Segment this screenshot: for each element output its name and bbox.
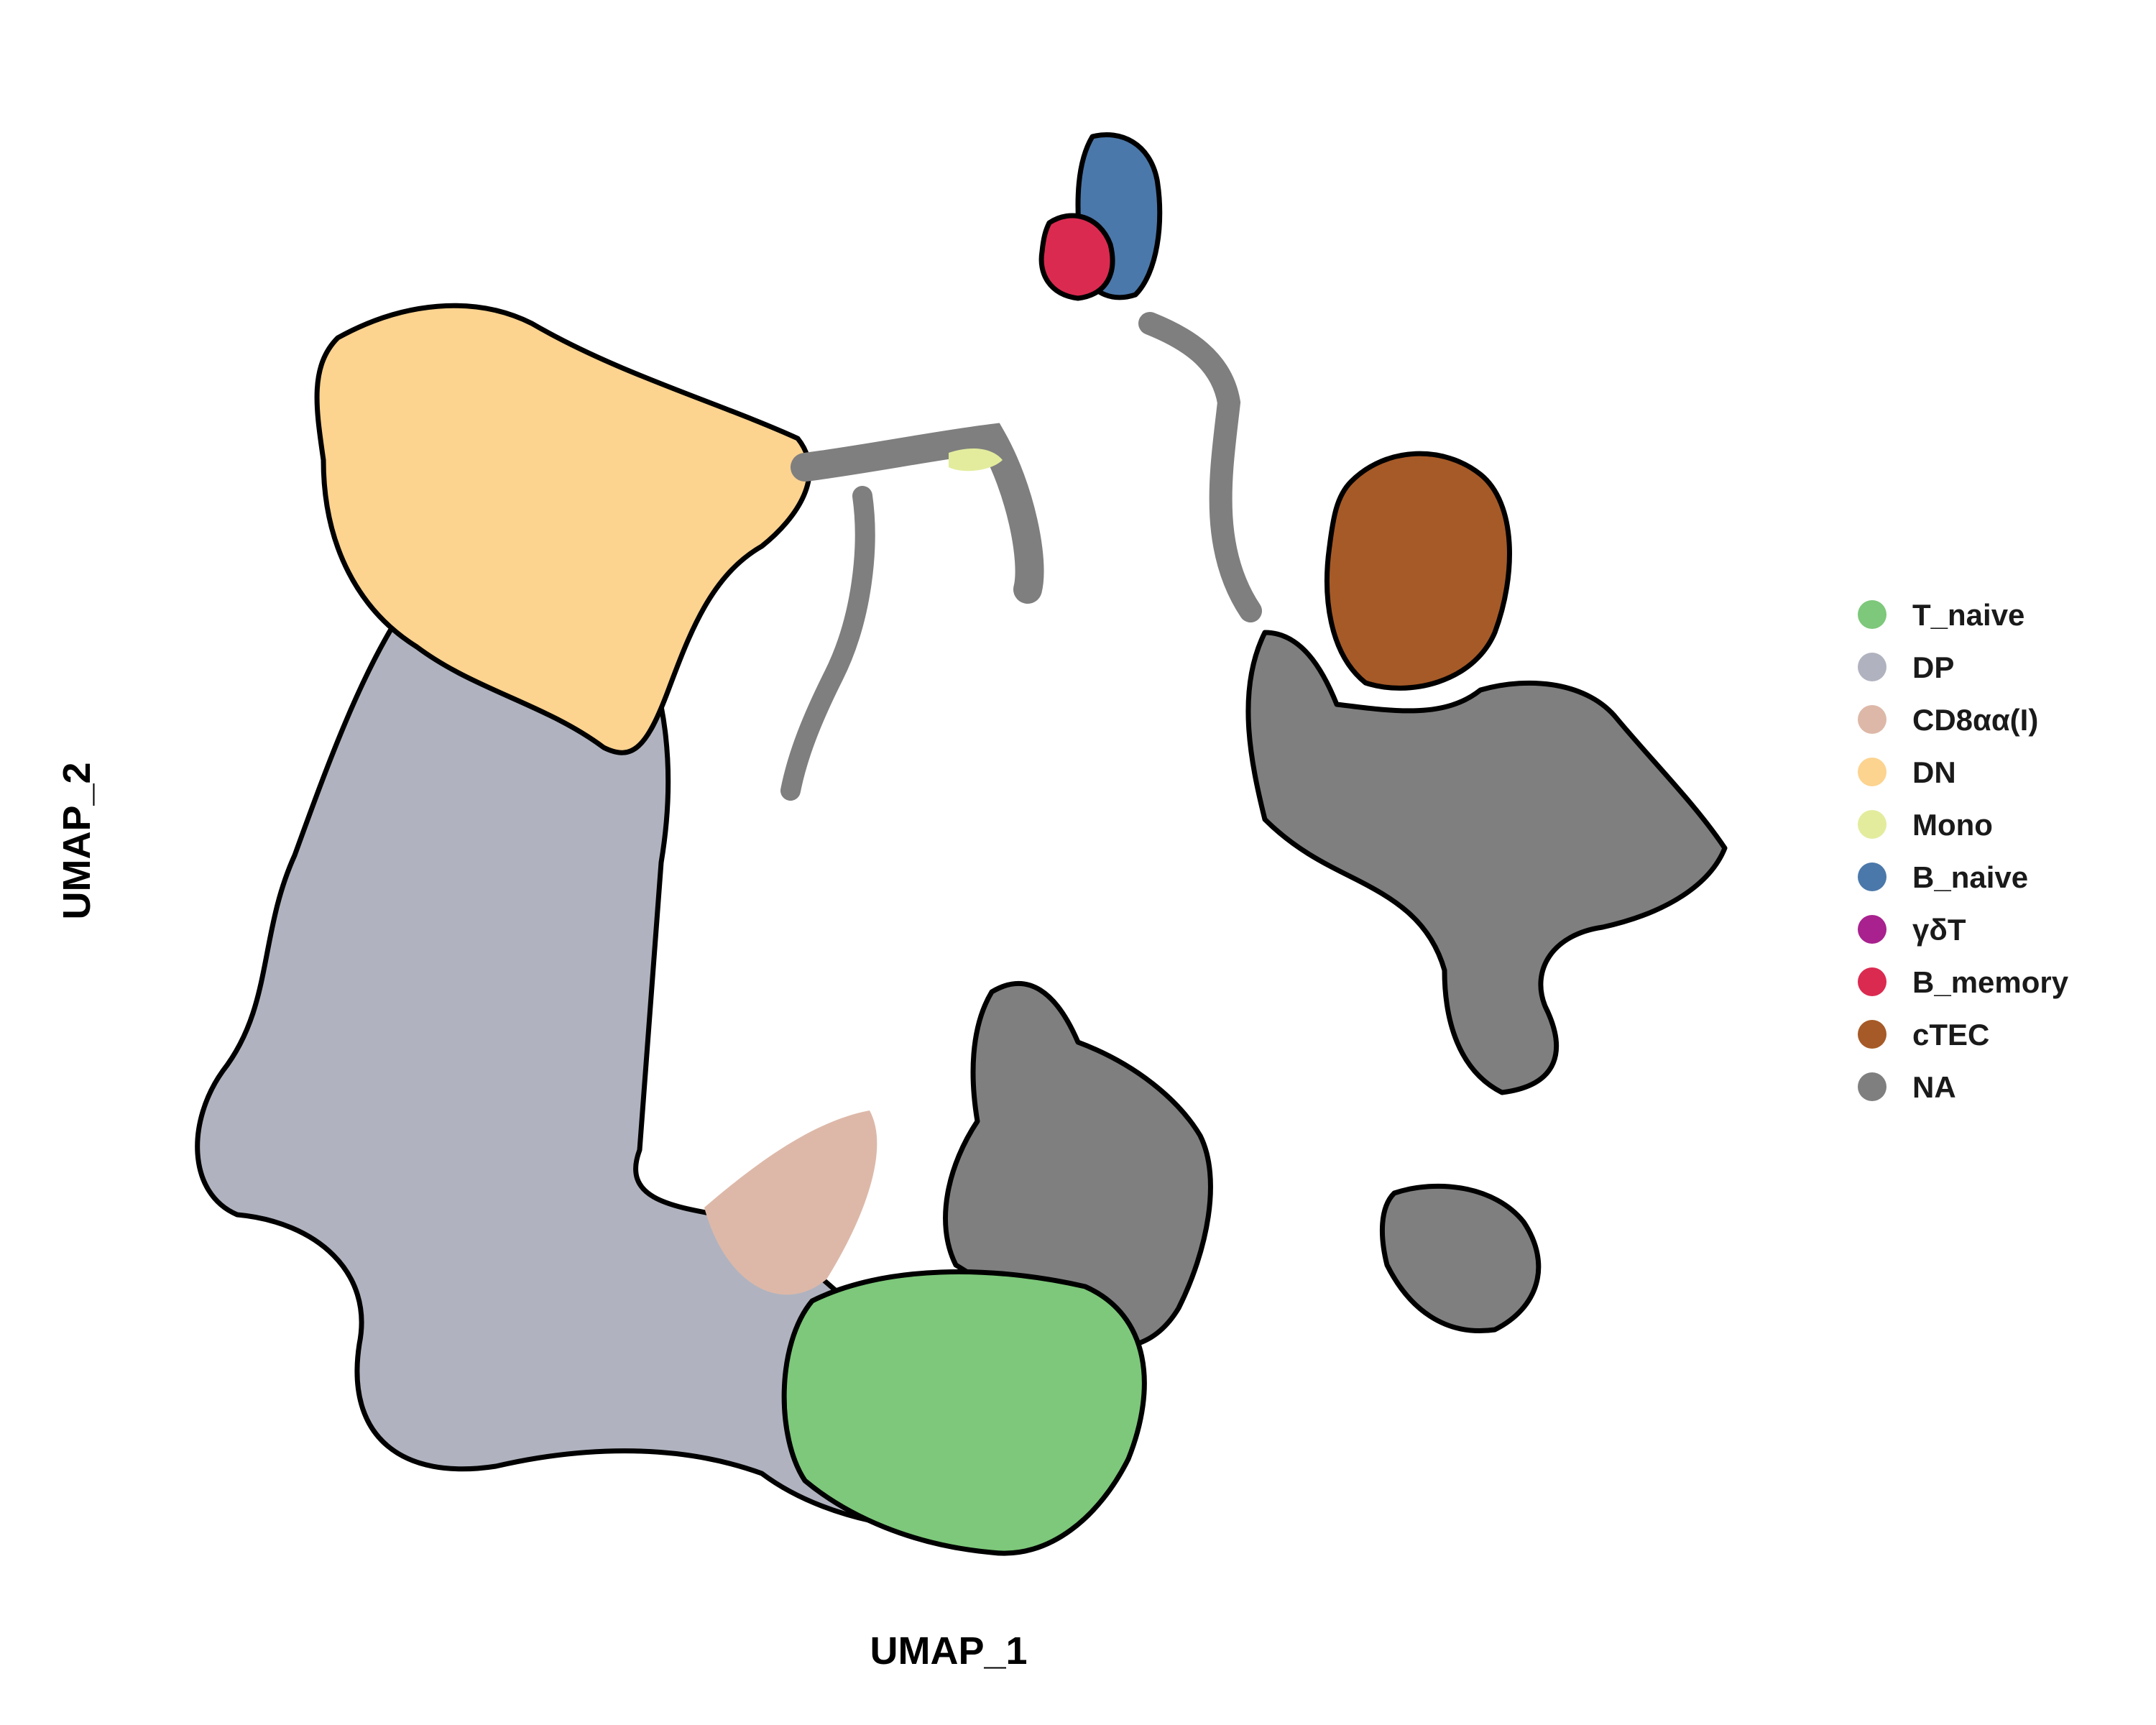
legend-label-8: cTEC [1912, 1018, 1989, 1052]
cluster-na-right [1245, 630, 1728, 1095]
legend: T_naive DP CD8αα(I) DN Mono B_naive γδT B_memor… [1858, 598, 2069, 1104]
legend-swatch-9 [1858, 1072, 1886, 1101]
legend-swatch-2 [1858, 705, 1886, 734]
legend-label-0: T_naive [1912, 598, 2024, 632]
legend-swatch-5 [1858, 862, 1886, 891]
legend-label-2: CD8αα(I) [1912, 703, 2038, 737]
legend-swatch-0 [1858, 600, 1886, 629]
cluster-cd8aa [704, 1110, 877, 1295]
legend-swatch-8 [1858, 1020, 1886, 1049]
cluster-na-small [1380, 1183, 1542, 1333]
legend-label-7: B_memory [1912, 965, 2069, 999]
legend-label-1: DP [1912, 650, 1954, 684]
legend-label-4: Mono [1912, 808, 1993, 842]
legend-swatch-4 [1858, 810, 1886, 839]
legend-label-3: DN [1912, 755, 1956, 789]
legend-label-5: B_naive [1912, 860, 2028, 894]
legend-swatch-7 [1858, 967, 1886, 996]
legend-swatch-6 [1858, 915, 1886, 944]
cluster-na-bridge-2 [1138, 312, 1262, 622]
umap-clusters [195, 132, 1728, 1556]
cluster-b-memory [1038, 213, 1115, 301]
legend-label-9: NA [1912, 1070, 1956, 1104]
axes: UMAP_1 UMAP_2 [55, 762, 1028, 1673]
cluster-mono [949, 448, 1003, 472]
y-axis-label: UMAP_2 [55, 762, 98, 919]
cluster-ctec [1325, 451, 1512, 691]
legend-swatch-1 [1858, 653, 1886, 681]
cluster-t-naive [781, 1269, 1147, 1556]
x-axis-label: UMAP_1 [870, 1629, 1027, 1673]
cluster-na-bottom [943, 981, 1213, 1350]
cluster-dn [314, 303, 812, 755]
legend-swatch-3 [1858, 758, 1886, 786]
cluster-na-bridge-3 [780, 486, 875, 801]
legend-label-6: γδT [1912, 913, 1966, 947]
cluster-na-bridge [791, 423, 1044, 604]
